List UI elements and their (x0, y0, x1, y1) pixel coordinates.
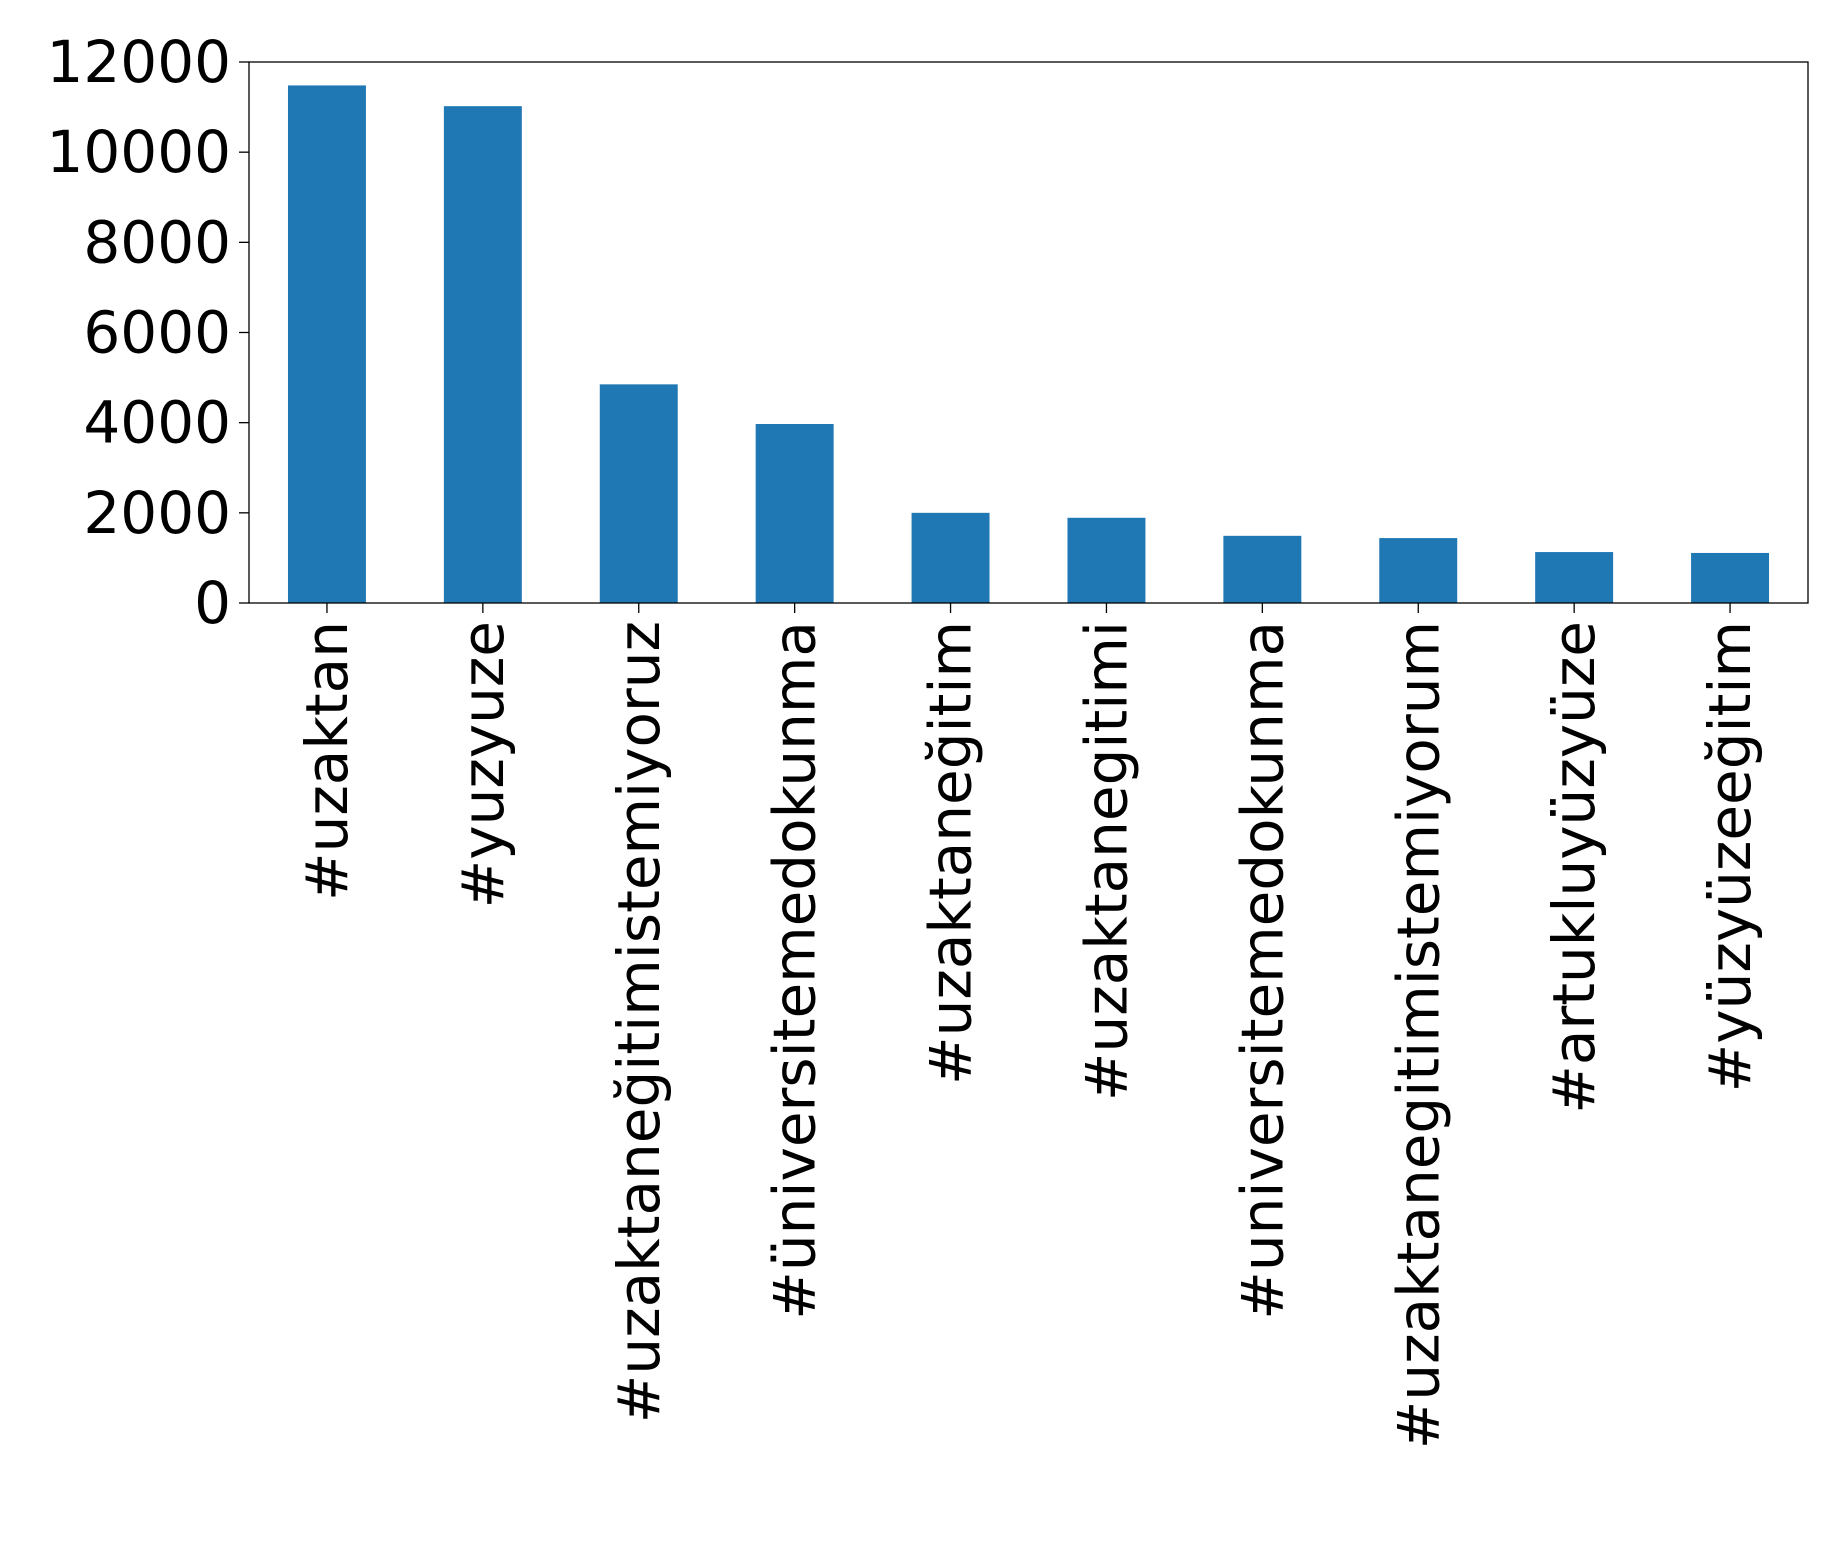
x-tick-label: #uzaktan (293, 621, 361, 901)
bar (1223, 535, 1302, 603)
bar (599, 384, 678, 603)
x-tick-label: #uzaktanegitimi (1072, 621, 1140, 1101)
x-tick-label: #uzaktaneğitim (917, 621, 985, 1085)
x-tick-label: #universitemedokunma (1228, 621, 1296, 1320)
bar (1691, 552, 1770, 603)
x-axis: #uzaktan #yuzyuze #uzaktaneğitimistemiyoru… (293, 603, 1764, 1449)
x-tick-label: #yüzyüzeeğitim (1696, 621, 1764, 1092)
y-tick-label: 0 (194, 569, 231, 637)
bar (1379, 538, 1458, 603)
x-tick-label: #uzaktaneğitimistemiyoruz (605, 621, 673, 1423)
y-tick-label: 6000 (83, 299, 231, 367)
y-axis: 0 2000 4000 6000 8000 10000 12000 (46, 28, 249, 637)
bar (911, 512, 990, 603)
y-tick-label: 4000 (83, 389, 231, 457)
bar (1067, 517, 1146, 603)
x-tick-label: #artukluyüzyüze (1540, 621, 1608, 1114)
x-tick-label: #üniversitemedokunma (761, 621, 829, 1320)
bar (443, 106, 522, 603)
bar (287, 85, 366, 603)
x-tick-label: #yuzyuze (449, 621, 517, 908)
y-tick-label: 12000 (46, 28, 231, 96)
bar (755, 424, 834, 603)
y-tick-label: 2000 (83, 479, 231, 547)
y-tick-label: 8000 (83, 208, 231, 276)
y-tick-label: 10000 (46, 118, 231, 186)
bars-layer (287, 85, 1770, 603)
bar (1535, 552, 1614, 603)
x-tick-label: #uzaktanegitimistemiyorum (1384, 621, 1452, 1449)
